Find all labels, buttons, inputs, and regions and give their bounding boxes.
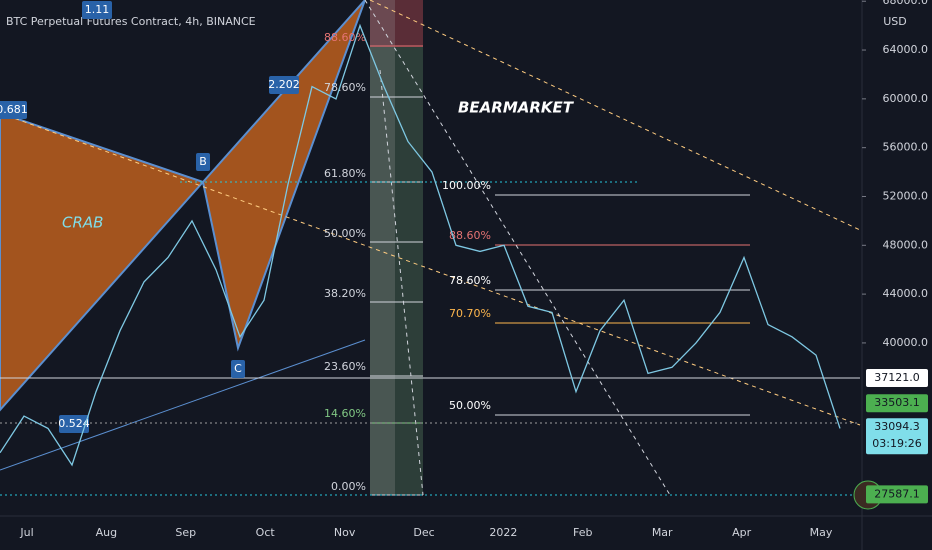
pattern-label: C [234,362,242,375]
y-tick-label: 40000.0 [883,336,929,349]
price-tag-label: 37121.0 [874,371,920,384]
x-tick-label: Dec [413,526,434,539]
price-tag-label: 27587.1 [874,487,920,500]
pattern-label-box [231,360,245,378]
trend-lines [0,0,861,496]
x-tick-label: Mar [652,526,673,539]
countdown: 03:19:26 [872,437,921,450]
pattern-label-box [82,1,112,19]
fib-label: 14.60% [324,407,366,420]
pattern-label-box [196,153,210,171]
fib-label: 100.00% [442,179,491,192]
fib-label: 88.60% [449,229,491,242]
pattern-label-box [269,76,299,94]
x-tick-label: Oct [256,526,276,539]
fib-label: 88.60% [324,31,366,44]
fib-label: 0.00% [331,480,366,493]
y-tick-label: 64000.0 [883,43,929,56]
x-tick-label: May [810,526,833,539]
x-tick-label: Nov [334,526,356,539]
y-tick-label: 44000.0 [883,287,929,300]
price-tag-label: 33503.1 [874,396,920,409]
y-tick-label: 68000.0 [883,0,929,7]
price-line [0,23,841,467]
pattern-label-box [0,101,27,119]
fib-label: 50.00% [324,227,366,240]
x-tick-label: Aug [96,526,117,539]
fib-right-lines [495,194,750,416]
fib-label: 61.80% [324,167,366,180]
price-tag [866,418,928,455]
fib-zone-red [370,0,423,47]
pattern-label: B [199,155,207,168]
x-tick-label: Jul [19,526,33,539]
crab-label: CRAB [62,214,103,232]
y-tick-label: 60000.0 [883,92,929,105]
crab-xab [0,111,205,412]
chart-title: BTC Perpetual Futures Contract, 4h, BINA… [6,15,256,28]
y-tick-label: 56000.0 [883,141,929,154]
y-tick-label: 48000.0 [883,238,929,251]
x-tick-label: Feb [573,526,592,539]
fib-label: 78.60% [449,274,491,287]
pattern-label: 0.524 [58,417,90,430]
fib-zone-gray [370,0,395,495]
y-tick-label: 52000.0 [883,189,929,202]
bearmarket-label: BEARMARKET [458,99,575,117]
x-tick-label: Sep [175,526,196,539]
fib-label: 23.60% [324,360,366,373]
pattern-label: 2.202 [268,78,300,91]
price-tag [866,394,928,413]
price-tag [866,485,928,504]
currency: USD [883,15,907,28]
price-tag [866,369,928,388]
fib-zone-green [370,47,423,495]
fib-label: 70.70% [449,307,491,320]
pattern-label: 0.681 [0,103,28,116]
fib-label: 38.20% [324,287,366,300]
price-tag-label: 33094.3 [874,420,920,433]
fib-label: 78.60% [324,81,366,94]
pattern-label-box [59,415,89,433]
pattern-label: 1.11 [85,3,110,16]
x-tick-label: Apr [732,526,752,539]
fib-label: 50.00% [449,399,491,412]
x-tick-label: 2022 [489,526,517,539]
